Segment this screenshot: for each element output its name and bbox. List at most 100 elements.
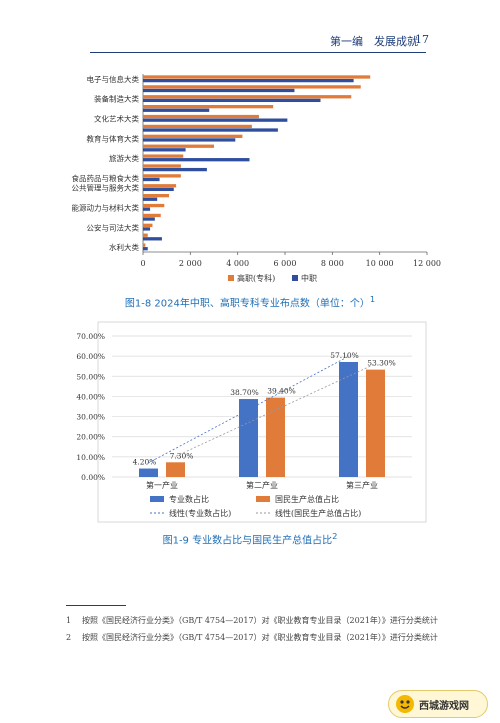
header-rule: [90, 52, 426, 53]
bar: [143, 78, 354, 83]
y-tick-label: 20.00%: [76, 433, 105, 442]
bar: [239, 399, 258, 477]
watermark-logo-icon: [396, 695, 414, 713]
figure-8-footnote-ref[interactable]: 1: [369, 294, 376, 304]
y-tick-label: 0.00%: [81, 473, 105, 482]
bar: [143, 124, 252, 129]
x-tick-label: 12 000: [413, 259, 441, 268]
category-label: 装备制造大类: [94, 94, 139, 104]
bar: [143, 203, 165, 208]
watermark-badge: 西城游戏网: [388, 690, 488, 718]
data-label: 4.20%: [133, 458, 157, 467]
data-label: 39.40%: [267, 387, 296, 396]
x-category-label: 第二产业: [246, 480, 278, 490]
x-tick-label: 0: [140, 259, 145, 268]
category-label: 旅游大类: [109, 153, 139, 163]
bar: [143, 243, 146, 247]
x-tick-label: 10 000: [366, 259, 394, 268]
footnote-number: 1: [66, 616, 72, 625]
category-label: 水利大类: [109, 242, 139, 252]
legend-label: 线性(专业数占比): [169, 508, 231, 518]
category-label: 教育与体育大类: [87, 133, 140, 143]
data-label: 38.70%: [230, 388, 259, 397]
bar: [143, 213, 161, 218]
legend-label: 线性(国民生产总值占比): [275, 508, 361, 518]
bar: [143, 75, 371, 79]
footnote-number: 2: [66, 633, 72, 642]
bar: [143, 237, 162, 241]
category-label: 公安与司法大类: [87, 222, 140, 232]
bar: [143, 217, 155, 221]
bar: [339, 361, 358, 477]
bar: [143, 233, 148, 237]
bar: [143, 88, 295, 93]
bar: [266, 397, 285, 477]
figure-8-caption: 图1-8 2024年中职、高职专科专业布点数（单位：个）1: [0, 294, 500, 309]
bar: [143, 114, 259, 119]
bar: [143, 184, 177, 188]
figure-9-chart: 0.00% 10.00% 20.00% 30.00% 40.00% 50.00% 60.00…: [76, 321, 427, 523]
figure-9-footnote-ref[interactable]: 2: [332, 531, 338, 541]
bar: [143, 194, 170, 198]
x-tick-label: 6 000: [274, 259, 297, 268]
y-tick-label: 10.00%: [76, 453, 105, 462]
chart-frame: [97, 321, 427, 523]
y-tick-label: 30.00%: [76, 413, 105, 422]
bar: [143, 95, 352, 99]
y-tick-label: 40.00%: [76, 392, 105, 401]
figure-9-caption-text: 图1-9 专业数占比与国民生产总值占比: [162, 535, 333, 547]
legend-swatch: [256, 496, 270, 502]
legend-swatch: [150, 496, 164, 502]
bar: [366, 369, 385, 477]
bar: [143, 134, 243, 138]
watermark-text: 西城游戏网: [419, 700, 469, 712]
figure-9-caption: 图1-9 专业数占比与国民生产总值占比2: [0, 531, 500, 546]
footnote-text: 按照《国民经济行业分类》（GB/T 4754—2017）对《职业教育专业目录（2…: [82, 633, 438, 642]
legend-label: 国民生产总值占比: [275, 494, 339, 504]
bar: [143, 177, 160, 182]
y-tick-label: 60.00%: [76, 352, 105, 361]
bar: [143, 158, 250, 162]
bar: [143, 108, 210, 112]
legend-label: 高职(专科): [237, 273, 275, 283]
category-label: 电子与信息大类: [87, 74, 140, 84]
legend-label: 专业数占比: [169, 494, 209, 504]
bar: [143, 164, 181, 168]
data-label: 57.10%: [330, 351, 359, 360]
legend-swatch: [292, 275, 298, 281]
trendline: [175, 363, 377, 457]
footnote-rule: [66, 605, 126, 606]
bar: [143, 247, 148, 251]
bar: [143, 105, 274, 109]
figure-8-chart: 0 2 000 4 000 6 000 8 000 10 000 12 000 电子与信息大类…: [72, 74, 442, 283]
bar: [166, 462, 185, 477]
category-label: 公共管理与服务大类: [72, 183, 140, 193]
category-label: 文化艺术大类: [94, 114, 139, 124]
figure-8-caption-text: 图1-8 2024年中职、高职专科专业布点数（单位：个）: [124, 298, 370, 310]
bar: [143, 138, 236, 142]
trendline: [147, 356, 349, 464]
bar: [143, 187, 174, 192]
page-header: 第一编 发展成就 17: [0, 0, 500, 60]
bar: [143, 223, 153, 227]
bar: [143, 85, 361, 89]
bar: [143, 197, 158, 201]
x-tick-label: 4 000: [226, 259, 249, 268]
x-category-label: 第三产业: [346, 480, 378, 490]
footnote: 1 按照《国民经济行业分类》（GB/T 4754—2017）对《职业教育专业目录…: [66, 614, 446, 627]
bar: [143, 118, 288, 122]
data-label: 53.30%: [367, 359, 396, 368]
data-label: 7.30%: [170, 451, 194, 460]
bar: [143, 227, 151, 231]
bar: [143, 174, 181, 178]
page-number: 17: [415, 33, 429, 46]
bar: [143, 144, 214, 148]
footnote-text: 按照《国民经济行业分类》（GB/T 4754—2017）对《职业教育专业目录（2…: [82, 616, 438, 625]
chapter-title: 第一编 发展成就: [330, 35, 418, 48]
x-tick-label: 2 000: [179, 259, 202, 268]
category-label: 食品药品与粮食大类: [72, 173, 140, 183]
y-tick-label: 50.00%: [76, 372, 105, 381]
legend-label: 中职: [301, 273, 317, 283]
bar: [143, 128, 278, 132]
bar: [143, 98, 321, 103]
